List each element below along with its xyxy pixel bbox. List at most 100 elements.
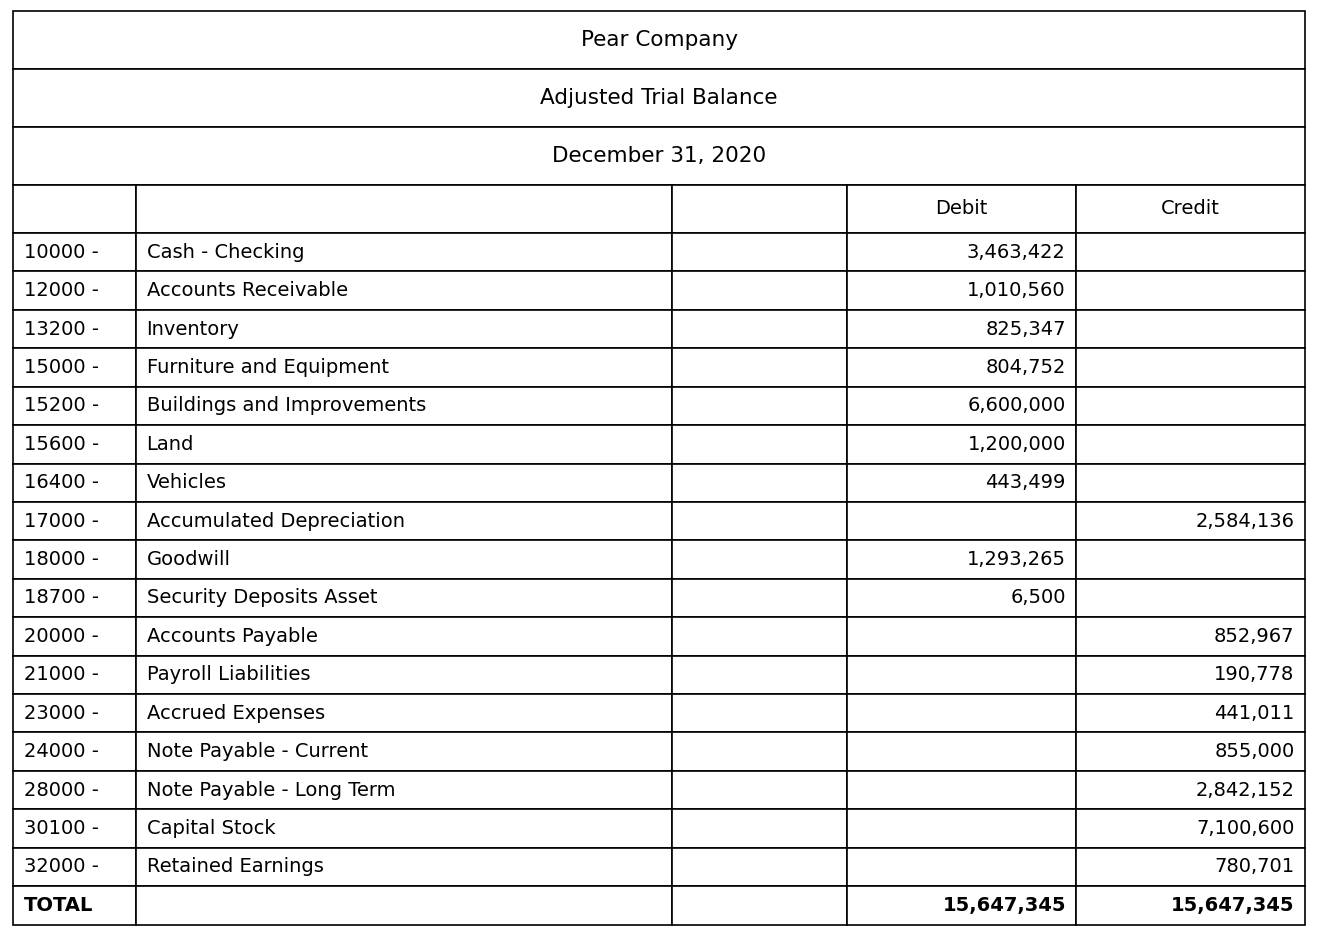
Bar <box>136 886 672 925</box>
Bar <box>847 387 1076 425</box>
Bar <box>672 886 847 925</box>
Bar <box>1076 502 1305 541</box>
Text: 2,584,136: 2,584,136 <box>1195 512 1295 530</box>
Text: 6,600,000: 6,600,000 <box>967 396 1065 416</box>
Text: 32000 -: 32000 - <box>24 857 99 876</box>
Bar <box>13 349 136 387</box>
Bar <box>13 541 136 579</box>
Bar <box>13 617 136 655</box>
Text: 21000 -: 21000 - <box>24 665 99 684</box>
Bar <box>13 886 136 925</box>
Text: 852,967: 852,967 <box>1214 627 1295 646</box>
Bar <box>847 185 1076 233</box>
Text: 15000 -: 15000 - <box>24 358 99 377</box>
Bar <box>847 271 1076 309</box>
Bar <box>13 579 136 617</box>
Bar <box>672 733 847 771</box>
Text: Land: Land <box>147 435 193 454</box>
Bar <box>13 271 136 309</box>
Bar <box>672 233 847 271</box>
Bar <box>13 502 136 541</box>
Bar <box>672 771 847 809</box>
Bar <box>1076 387 1305 425</box>
Text: 18700 -: 18700 - <box>24 588 99 608</box>
Bar <box>136 733 672 771</box>
Text: 28000 -: 28000 - <box>24 781 99 800</box>
Text: 855,000: 855,000 <box>1214 742 1295 761</box>
Text: 15,647,345: 15,647,345 <box>1171 896 1295 915</box>
Bar <box>672 185 847 233</box>
Text: 10000 -: 10000 - <box>24 242 98 262</box>
Text: Accrued Expenses: Accrued Expenses <box>147 704 325 722</box>
Bar <box>136 617 672 655</box>
Bar <box>847 309 1076 349</box>
Text: TOTAL: TOTAL <box>24 896 93 915</box>
Bar <box>136 425 672 463</box>
Bar <box>1076 886 1305 925</box>
Bar <box>13 387 136 425</box>
Bar <box>136 771 672 809</box>
Bar <box>847 541 1076 579</box>
Text: Note Payable - Current: Note Payable - Current <box>147 742 368 761</box>
Bar <box>136 541 672 579</box>
Text: Payroll Liabilities: Payroll Liabilities <box>147 665 310 684</box>
Bar <box>136 271 672 309</box>
Bar <box>136 233 672 271</box>
Bar <box>13 733 136 771</box>
Bar <box>847 886 1076 925</box>
Text: 780,701: 780,701 <box>1215 857 1295 876</box>
Bar <box>672 463 847 502</box>
Bar <box>136 387 672 425</box>
Text: 190,778: 190,778 <box>1214 665 1295 684</box>
Bar <box>13 11 1305 69</box>
Text: December 31, 2020: December 31, 2020 <box>553 145 766 166</box>
Text: Credit: Credit <box>1161 199 1220 218</box>
Bar <box>847 694 1076 733</box>
Bar <box>847 617 1076 655</box>
Text: 2,842,152: 2,842,152 <box>1195 781 1295 800</box>
Text: Accounts Payable: Accounts Payable <box>147 627 318 646</box>
Text: 20000 -: 20000 - <box>24 627 98 646</box>
Bar <box>13 848 136 886</box>
Bar <box>847 349 1076 387</box>
Bar <box>847 502 1076 541</box>
Text: 7,100,600: 7,100,600 <box>1196 819 1295 838</box>
Text: Security Deposits Asset: Security Deposits Asset <box>147 588 378 608</box>
Text: 804,752: 804,752 <box>986 358 1065 377</box>
Bar <box>13 233 136 271</box>
Bar <box>672 655 847 694</box>
Text: 1,010,560: 1,010,560 <box>967 281 1065 300</box>
Bar <box>672 349 847 387</box>
Bar <box>847 579 1076 617</box>
Bar <box>847 463 1076 502</box>
Bar <box>136 809 672 848</box>
Bar <box>847 655 1076 694</box>
Bar <box>672 271 847 309</box>
Text: 15600 -: 15600 - <box>24 435 99 454</box>
Bar <box>847 771 1076 809</box>
Bar <box>672 809 847 848</box>
Bar <box>136 463 672 502</box>
Bar <box>136 502 672 541</box>
Bar <box>1076 309 1305 349</box>
Text: 825,347: 825,347 <box>986 320 1065 338</box>
Bar <box>672 848 847 886</box>
Text: 17000 -: 17000 - <box>24 512 99 530</box>
Bar <box>13 655 136 694</box>
Text: Debit: Debit <box>935 199 987 218</box>
Text: 16400 -: 16400 - <box>24 473 99 492</box>
Text: 6,500: 6,500 <box>1011 588 1065 608</box>
Bar <box>1076 579 1305 617</box>
Text: 1,293,265: 1,293,265 <box>967 550 1065 569</box>
Text: 13200 -: 13200 - <box>24 320 99 338</box>
Bar <box>672 309 847 349</box>
Text: Furniture and Equipment: Furniture and Equipment <box>147 358 388 377</box>
Text: 30100 -: 30100 - <box>24 819 99 838</box>
Text: Buildings and Improvements: Buildings and Improvements <box>147 396 425 416</box>
Bar <box>1076 425 1305 463</box>
Text: 15,647,345: 15,647,345 <box>942 896 1065 915</box>
Text: Vehicles: Vehicles <box>147 473 227 492</box>
Bar <box>13 69 1305 127</box>
Text: 441,011: 441,011 <box>1214 704 1295 722</box>
Bar <box>13 185 136 233</box>
